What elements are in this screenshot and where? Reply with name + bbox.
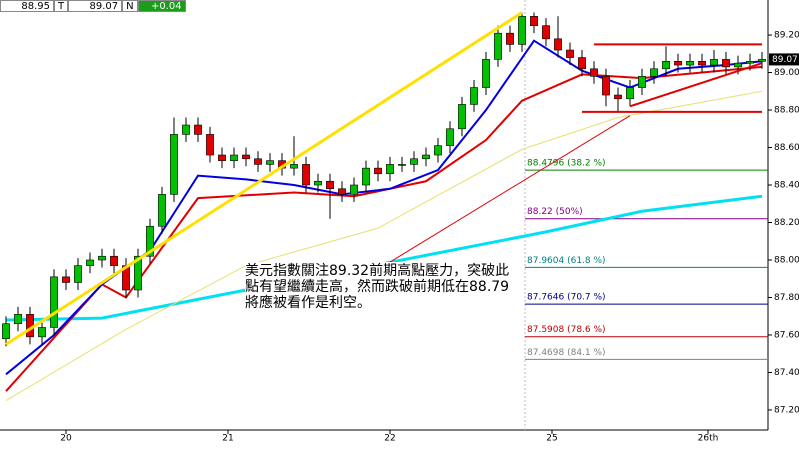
candle-body — [530, 16, 538, 26]
candle-body — [446, 128, 454, 146]
candle-body — [482, 59, 490, 88]
t-label: T — [54, 0, 69, 12]
y-tick-label: 88.00 — [774, 255, 799, 265]
candle-body — [206, 134, 214, 156]
candle-body — [170, 134, 178, 195]
y-tick-label: 89.00 — [774, 68, 799, 78]
candle-body — [746, 60, 754, 64]
candle-body — [146, 225, 154, 257]
trendline — [629, 62, 763, 108]
candle-body — [50, 276, 58, 328]
x-tick-label: 21 — [222, 434, 233, 444]
candle-body — [410, 158, 418, 165]
y-tick-label: 87.60 — [774, 330, 799, 340]
candle-body — [86, 259, 94, 266]
y-tick-label: 88.60 — [774, 143, 799, 153]
quote-header: 88.95 T 89.07 N +0.04 — [0, 0, 186, 12]
candle-body — [698, 60, 706, 66]
candle-body — [350, 184, 358, 195]
fib-label: 87.7646 (70.7 %) — [527, 293, 606, 303]
candle-body — [494, 32, 502, 60]
y-tick-label: 88.80 — [774, 106, 799, 116]
fib-label: 87.4698 (84.1 %) — [527, 348, 606, 358]
candle-body — [182, 124, 190, 135]
candle-body — [242, 154, 250, 160]
candle-body — [14, 314, 22, 325]
candle-body — [434, 145, 442, 156]
candle-body — [614, 94, 622, 100]
candle-body — [734, 62, 742, 68]
candle-body — [386, 164, 394, 175]
candle-body — [566, 49, 574, 58]
moving-average — [5, 90, 763, 402]
candle-body — [266, 160, 274, 165]
candle-body — [254, 158, 262, 165]
last-price-label: 89.07 — [772, 55, 798, 65]
candle-body — [422, 154, 430, 160]
candle-body — [578, 57, 586, 70]
fib-label: 87.5908 (78.6 %) — [527, 325, 606, 335]
candle-body — [458, 104, 466, 130]
candle-body — [290, 164, 298, 169]
fib-label: 88.4796 (38.2 %) — [527, 159, 606, 169]
candle-body — [722, 59, 730, 68]
fib-label: 88.22 (50%) — [527, 207, 583, 217]
candle-body — [338, 188, 346, 195]
candle-body — [518, 16, 526, 45]
candle-body — [110, 255, 118, 266]
candle-body — [674, 60, 682, 66]
candle-body — [302, 164, 310, 186]
candle-body — [398, 164, 406, 166]
candle-body — [374, 167, 382, 175]
candle-body — [542, 25, 550, 40]
candle-body — [650, 68, 658, 77]
candle-body — [314, 180, 322, 186]
candle-body — [98, 255, 106, 261]
candle-body — [2, 323, 10, 340]
candle-body — [362, 167, 370, 186]
candle-body — [74, 265, 82, 283]
y-tick-label: 87.80 — [774, 293, 799, 303]
candle-body — [62, 276, 70, 283]
y-tick-label: 87.40 — [774, 368, 799, 378]
candle-body — [218, 154, 226, 161]
candle-body — [758, 59, 766, 62]
candle-body — [602, 75, 610, 96]
candle-body — [38, 327, 46, 338]
candle-body — [326, 180, 334, 190]
candle-body — [686, 60, 694, 66]
candle-body — [194, 124, 202, 135]
n-label: N — [122, 0, 138, 12]
x-tick-label: 25 — [546, 434, 557, 444]
change: +0.04 — [137, 0, 186, 12]
candle-body — [662, 60, 670, 70]
candle-body — [590, 68, 598, 77]
candle-body — [638, 75, 646, 88]
candle-body — [470, 87, 478, 105]
x-tick-label: 22 — [384, 434, 395, 444]
trendline — [5, 11, 523, 346]
y-tick-label: 88.20 — [774, 218, 799, 228]
candle-body — [710, 59, 718, 66]
candle-body — [230, 154, 238, 161]
candle-body — [506, 32, 514, 45]
trendline — [377, 115, 631, 270]
fib-label: 87.9604 (61.8 %) — [527, 256, 606, 266]
y-tick-label: 88.40 — [774, 181, 799, 191]
annotation: 美元指數關注89.32前期高點壓力，突破此點有望繼續走高，然而跌破前期低在88.… — [245, 263, 517, 400]
candle-body — [134, 255, 142, 291]
moving-average — [5, 194, 763, 322]
candle-body — [626, 87, 634, 100]
x-tick-label: 20 — [60, 434, 72, 444]
candle-body — [158, 194, 166, 227]
y-tick-label: 89.20 — [774, 31, 799, 41]
last-price-tag — [769, 53, 799, 66]
last-price: 89.07 — [68, 0, 123, 12]
x-tick-label: 26th — [698, 434, 719, 444]
candle-body — [554, 38, 562, 51]
prev-price: 88.95 — [0, 0, 54, 12]
y-tick-label: 87.20 — [774, 405, 799, 415]
